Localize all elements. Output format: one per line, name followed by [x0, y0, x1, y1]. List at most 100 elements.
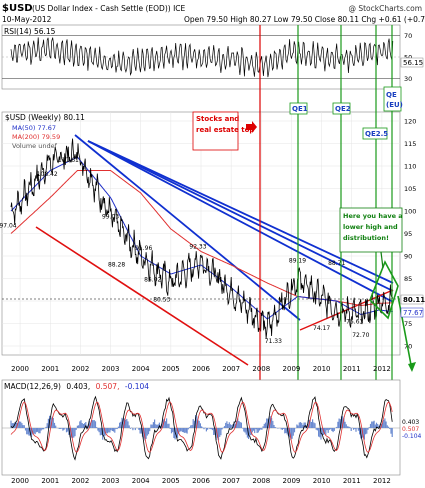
qe-eu-line1: QE: [386, 91, 397, 99]
qe-eu-box: [383, 86, 402, 112]
rsi-tick-label: 50: [404, 54, 412, 62]
x-tick-label-bottom: 2003: [102, 477, 120, 484]
note-green-line3: distribution!: [343, 234, 389, 242]
rsi-tick-label: 70: [404, 32, 412, 40]
x-tick-label-bottom: 2006: [192, 477, 210, 484]
macd-right-top: 0.403: [402, 419, 419, 426]
price-tick-label: 75: [404, 320, 412, 328]
x-tick-label: 2003: [102, 365, 120, 373]
x-tick-label: 2010: [313, 365, 331, 373]
rsi-grid: [2, 35, 400, 79]
x-axis-labels-bottom: 2000 2001 2002 2003 2004 2005 2006 2007 2008 2009…: [11, 477, 391, 485]
stocks-top-box: [192, 111, 239, 151]
watermark: @ StockCharts.com: [348, 4, 422, 13]
note-green-box: [339, 207, 403, 253]
macd-title-main: MACD(12,26,9): [4, 382, 61, 391]
x-tick-label: 2004: [132, 365, 150, 373]
x-tick-label: 2012: [373, 365, 391, 373]
macd-signal-line: [10, 401, 393, 453]
macd-val2: 0.507,: [96, 382, 120, 391]
x-tick-label-bottom: 2011: [343, 477, 361, 484]
trendline-blue-1: [87, 140, 394, 292]
green-triangle: [369, 260, 399, 320]
macd-panel: MACD(12,26,9) 0.403, 0.507, -0.104 0.403…: [1, 379, 422, 476]
price-point-label: 97.04: [0, 222, 17, 229]
date: 10-May-2012: [2, 15, 52, 24]
price-point-label: 75.63: [346, 319, 363, 326]
price-tick-label: 115: [404, 140, 416, 148]
legend-ma200: MA(200) 79.59: [12, 133, 60, 141]
x-tick-label: 2011: [343, 365, 361, 373]
price-point-label: 111.61: [58, 157, 79, 164]
quote: Open 79.50 High 80.27 Low 79.50 Close 80…: [184, 15, 425, 24]
x-tick-label: 2001: [41, 365, 59, 373]
x-tick-label: 2008: [252, 365, 270, 373]
description: (US Dollar Index - Cash Settle (EOD)) IC…: [32, 4, 186, 13]
price-point-label: 92.33: [189, 244, 206, 251]
price-point-label: 80.53: [153, 297, 170, 304]
note-green-pointer: [380, 251, 384, 269]
x-tick-label-bottom: 2005: [162, 477, 180, 484]
price-point-label: 72.70: [352, 332, 369, 339]
price-tick-label: 110: [404, 163, 416, 171]
x-tick-label-bottom: 2009: [283, 477, 301, 484]
price-point-label: 88.28: [108, 262, 125, 269]
note-green-line2: lower high and: [343, 223, 398, 231]
qe25-box: [362, 127, 388, 140]
legend-volume: Volume undef: [12, 142, 58, 150]
price-panel: 120115110105100959085807570 97.04108.421…: [0, 111, 425, 372]
x-tick-label-bottom: 2000: [11, 477, 29, 484]
x-axis-labels: 2000 2001 2002 2003 2004 2005 2006 2007 2008 2009…: [11, 365, 391, 373]
trendline-blue-2: [87, 140, 394, 284]
price-tick-label: 120: [404, 118, 416, 126]
price-point-label: 71.33: [265, 338, 282, 345]
x-tick-label: 2009: [283, 365, 301, 373]
price-tick-label: 100: [404, 208, 416, 216]
qe25-label: QE2.5: [365, 130, 388, 138]
price-value-box: [400, 294, 424, 305]
rsi-value-label: 56.15: [403, 59, 423, 67]
price-point-label: 85.02: [144, 276, 161, 283]
qe2-label: QE2: [335, 105, 351, 113]
x-tick-label: 2002: [71, 365, 89, 373]
qe1-label: QE1: [292, 105, 308, 113]
x-tick-label: 2006: [192, 365, 210, 373]
trendline-blue-4: [74, 134, 301, 321]
price-point-label: 88.71: [328, 260, 345, 267]
rsi-value-box: [400, 57, 424, 68]
x-tick-label-bottom: 2001: [41, 477, 59, 484]
stocks-top-line1: Stocks and: [196, 115, 239, 123]
macd-title: MACD(12,26,9) 0.403, 0.507, -0.104: [4, 382, 149, 391]
legend-title: $USD (Weekly) 80.11: [5, 113, 85, 122]
rsi-line: [10, 37, 394, 78]
price-tick-label: 85: [404, 275, 412, 283]
price-point-label: 91.96: [135, 245, 152, 252]
macd-val3: -0.104: [125, 382, 149, 391]
price-point-label: 99.03: [102, 213, 119, 220]
arrow-right-icon: [246, 121, 257, 133]
qe1-box: [289, 102, 308, 115]
x-tick-label-bottom: 2008: [252, 477, 270, 484]
macd-right-mid: 0.507: [402, 426, 419, 433]
legend-ma50: MA(50) 77.67: [12, 124, 56, 132]
macd-val1: 0.403,: [66, 382, 90, 391]
x-tick-label: 2005: [162, 365, 180, 373]
price-point-label: 108.42: [37, 171, 58, 178]
x-tick-label-bottom: 2012: [373, 477, 391, 484]
rsi-panel: RSI(14) 56.15 30 50 70 56.15: [1, 24, 424, 90]
price-tick-label: 105: [404, 185, 416, 193]
price-line: [10, 138, 394, 339]
green-arrow-head: [408, 362, 416, 372]
x-tick-label: 2000: [11, 365, 29, 373]
price-tick-label: 90: [404, 253, 412, 261]
symbol: $USD: [2, 3, 33, 14]
x-tick-label-bottom: 2004: [132, 477, 150, 484]
rsi-title: RSI(14) 56.15: [4, 27, 56, 36]
trendline-blue-3: [87, 140, 394, 303]
x-tick-label: 2007: [222, 365, 240, 373]
price-tick-label: 95: [404, 230, 412, 238]
macd-line: [10, 395, 393, 461]
macd-right-low: -0.104: [402, 433, 422, 440]
